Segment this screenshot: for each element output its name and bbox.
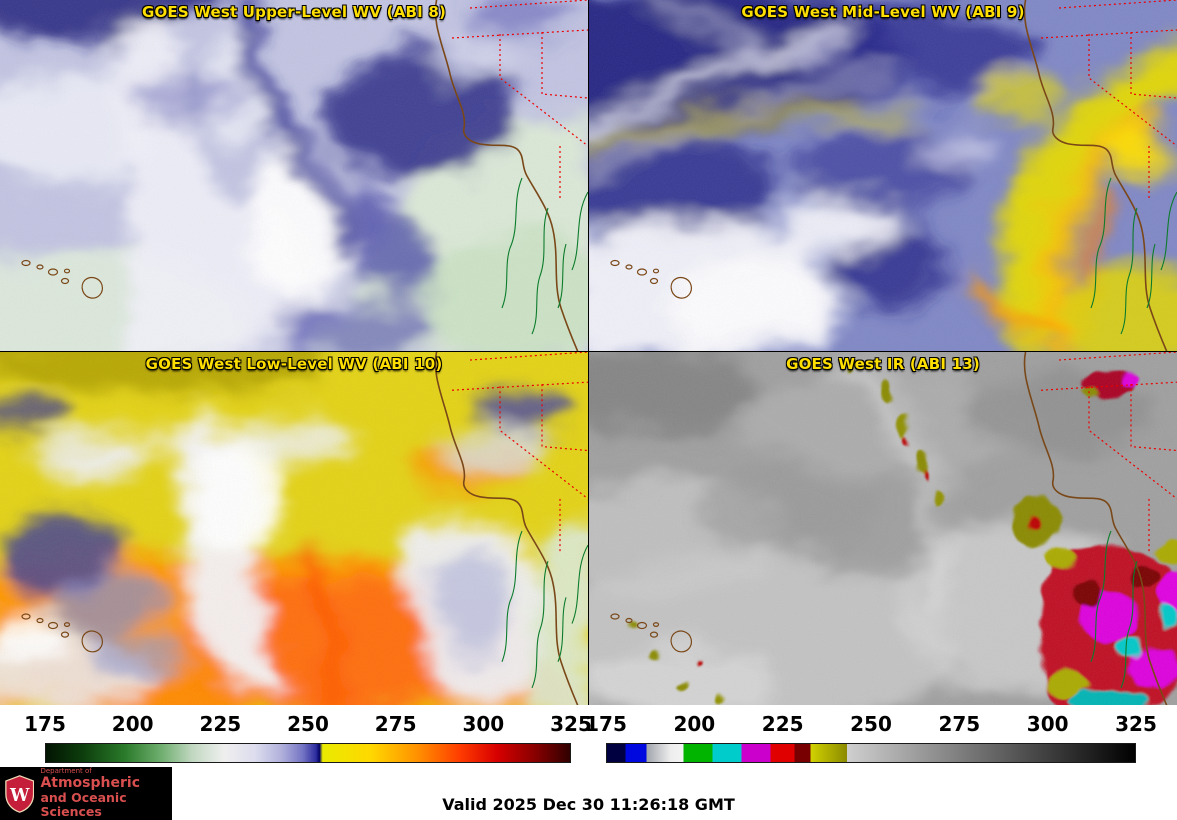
logo-name-line2: and Oceanic Sciences: [40, 790, 127, 820]
tick-label: 200: [673, 712, 716, 736]
map-overlay: [610, 0, 1177, 351]
logo-text: Department of Atmospheric and Oceanic Sc…: [40, 768, 172, 819]
panel-low-level-wv: GOES West Low-Level WV (ABI 10): [0, 352, 588, 705]
tick-label: 325: [1115, 712, 1157, 736]
panel-title-upper-wv: GOES West Upper-Level WV (ABI 8): [141, 3, 447, 21]
satellite-image-low-wv: [0, 352, 588, 705]
tick-label: 300: [1026, 712, 1069, 736]
logo-dept-line: Department of: [40, 767, 92, 776]
satellite-image-upper-wv: [0, 0, 588, 351]
ir-colorbar-ticks: 175 200 225 250 275 300 325: [585, 712, 1157, 738]
tick-label: 300: [462, 712, 505, 736]
tick-label: 175: [585, 712, 627, 736]
tick-label: 325: [550, 712, 592, 736]
map-overlay: [21, 352, 588, 705]
colorbar-footer-strip: 175 200 225 250 275 300 325 175 200 225 250 275 300…: [0, 705, 1177, 820]
tick-label: 200: [111, 712, 154, 736]
wv-colorbar: [45, 743, 571, 763]
wv-colorbar-ticks: 175 200 225 250 275 300 325: [24, 712, 592, 738]
hawaii-islands: [21, 259, 103, 299]
logo-name-line1: Atmospheric: [40, 774, 140, 791]
tick-label: 175: [24, 712, 66, 736]
satellite-image-mid-wv: [589, 0, 1177, 351]
tick-label: 225: [761, 712, 804, 736]
tick-label: 250: [287, 712, 329, 736]
hawaii-islands: [21, 613, 103, 653]
crest-letter: W: [9, 785, 30, 805]
panel-title-low-wv: GOES West Low-Level WV (ABI 10): [145, 355, 443, 373]
panel-upper-level-wv: GOES West Upper-Level WV (ABI 8): [0, 0, 588, 351]
uw-crest-icon: W: [5, 774, 35, 813]
valid-time-label: Valid 2025 Dec 30 11:26:18 GMT: [442, 795, 735, 814]
satellite-image-ir: [589, 352, 1177, 705]
tick-label: 275: [374, 712, 417, 736]
panel-title-ir: GOES West IR (ABI 13): [786, 355, 980, 373]
aos-department-logo: W Department of Atmospheric and Oceanic …: [0, 767, 172, 820]
tick-label: 225: [199, 712, 242, 736]
hawaii-islands: [610, 613, 692, 653]
tick-label: 250: [850, 712, 892, 736]
map-overlay: [21, 0, 588, 351]
tick-label: 275: [938, 712, 981, 736]
hawaii-islands: [610, 259, 692, 299]
panel-title-mid-wv: GOES West Mid-Level WV (ABI 9): [741, 3, 1025, 21]
ir-colorbar: [606, 743, 1136, 763]
panel-ir: GOES West IR (ABI 13): [589, 352, 1177, 705]
panel-mid-level-wv: GOES West Mid-Level WV (ABI 9): [589, 0, 1177, 351]
